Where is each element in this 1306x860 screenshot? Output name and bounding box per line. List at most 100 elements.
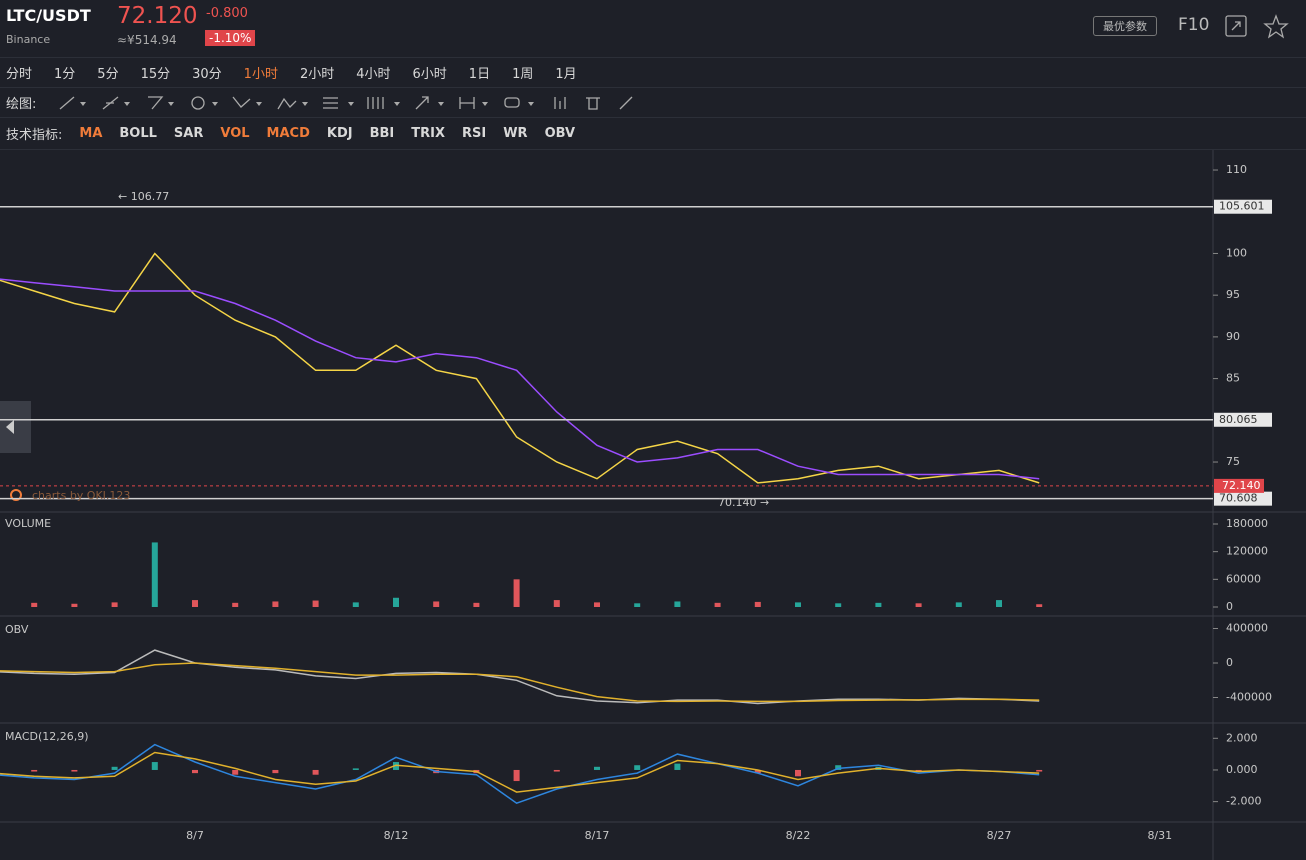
volume-bar xyxy=(71,603,78,607)
period-button[interactable]: 2小时 xyxy=(299,66,335,82)
indicator-button[interactable]: VOL xyxy=(220,126,250,141)
indicator-button[interactable]: RSI xyxy=(461,126,487,141)
series-line xyxy=(0,278,1040,480)
fullscreen-arrow xyxy=(1231,21,1241,31)
y-tick-label: 60000 xyxy=(1226,572,1261,585)
watermark-logo xyxy=(10,489,22,501)
annotation: 70.140 → xyxy=(718,496,769,509)
volume-bar xyxy=(312,600,319,607)
histogram-bar xyxy=(553,769,560,772)
histogram-bar xyxy=(192,769,198,774)
x-tick-label: 8/7 xyxy=(186,829,204,842)
period-button[interactable]: 1分 xyxy=(54,66,76,82)
collapse-arrow xyxy=(6,420,14,434)
y-tick-label: 2.000 xyxy=(1226,731,1258,744)
volume-bar xyxy=(714,602,721,607)
x-tick-label: 8/27 xyxy=(987,829,1012,842)
y-tick-label: 180000 xyxy=(1226,517,1268,530)
level-label-box xyxy=(1214,491,1272,506)
volume-bar xyxy=(1036,604,1043,607)
cny-price: ≈¥514.94 xyxy=(117,33,177,47)
indicator-button[interactable]: OBV xyxy=(544,126,576,141)
period-button[interactable]: 1周 xyxy=(512,66,534,82)
panel-title: MACD(12,26,9) xyxy=(5,730,89,743)
histogram-bar xyxy=(393,762,399,770)
volume-bar xyxy=(352,602,359,607)
level-label-box xyxy=(1214,412,1272,427)
panel-title: VOLUME xyxy=(5,517,51,530)
histogram-bar xyxy=(111,766,118,770)
price: 72.120 xyxy=(117,3,198,29)
tool-icons[interactable] xyxy=(59,95,633,110)
volume-bar xyxy=(754,601,761,607)
y-tick-label: 0 xyxy=(1226,656,1233,669)
last-price-label: 72.140 xyxy=(1222,479,1261,492)
period-button[interactable]: 1月 xyxy=(555,66,577,82)
histogram-bar xyxy=(875,766,882,770)
histogram-bar xyxy=(151,762,158,770)
histogram-bar xyxy=(352,768,359,770)
histogram-bar xyxy=(232,769,239,775)
indicator-button[interactable]: BOLL xyxy=(119,126,157,141)
histogram-bar xyxy=(674,763,681,770)
volume-bar xyxy=(232,602,239,607)
indicator-button[interactable]: SAR xyxy=(173,126,204,141)
histogram-bar xyxy=(473,769,480,774)
exchange: Binance xyxy=(6,33,51,46)
watermark: charts by OKI.123 xyxy=(32,489,130,502)
histogram-bar xyxy=(433,769,440,774)
series-line xyxy=(0,252,1040,484)
y-tick-label: 90 xyxy=(1226,330,1240,343)
dropdown-arrows xyxy=(80,101,535,106)
volume-bar xyxy=(955,602,962,607)
period-button[interactable]: 30分 xyxy=(192,66,222,82)
indicator-button[interactable]: MA xyxy=(79,126,103,141)
period-button[interactable]: 1日 xyxy=(468,66,491,82)
series-line xyxy=(0,743,1040,805)
header: LTC/USDT Binance 72.120 -0.800 ≈¥514.94 … xyxy=(0,0,1306,58)
indicator-button[interactable]: WR xyxy=(503,126,528,141)
f10-button[interactable]: F10 xyxy=(1178,15,1210,35)
indicator-button[interactable]: MACD xyxy=(266,126,310,141)
y-tick-label: -2.000 xyxy=(1226,795,1261,808)
indicator-button[interactable]: KDJ xyxy=(326,126,353,141)
panel-title: OBV xyxy=(5,623,29,636)
x-tick-label: 8/22 xyxy=(786,829,811,842)
period-button[interactable]: 6小时 xyxy=(412,66,447,82)
y-tick-label: -400000 xyxy=(1226,691,1272,704)
period-button[interactable]: 分时 xyxy=(6,66,33,82)
star-icon[interactable] xyxy=(1263,14,1289,39)
best-params-button[interactable]: 最优参数 xyxy=(1093,16,1157,36)
x-tick-label: 8/17 xyxy=(585,829,610,842)
change-pct: -1.10% xyxy=(205,30,256,46)
indicator-button[interactable]: BBI xyxy=(369,126,395,141)
y-tick-label: 0 xyxy=(1226,600,1233,613)
indicator-label: 技术指标: xyxy=(6,128,63,143)
side-collapse-tab[interactable] xyxy=(0,401,31,453)
y-tick-label: 100 xyxy=(1226,246,1247,259)
level-label: 105.601 xyxy=(1219,200,1265,213)
volume-bar xyxy=(553,600,560,607)
period-button[interactable]: 4小时 xyxy=(356,66,391,82)
volume-bar xyxy=(835,603,842,607)
level-label: 70.608 xyxy=(1219,492,1258,505)
volume-bar xyxy=(915,603,922,607)
x-tick-label: 8/12 xyxy=(384,829,409,842)
volume-bar xyxy=(634,603,641,607)
y-tick-label: 0.000 xyxy=(1226,763,1258,776)
y-tick-label: 85 xyxy=(1226,372,1240,385)
x-tick-label: 8/31 xyxy=(1147,829,1172,842)
drawing-bar: 绘图: xyxy=(0,88,1306,118)
histogram-bar xyxy=(835,765,842,770)
period-button[interactable]: 15分 xyxy=(140,66,171,82)
fullscreen-icon[interactable] xyxy=(1225,15,1247,37)
period-button[interactable]: 1小时 xyxy=(243,66,278,82)
y-tick-label: 110 xyxy=(1226,163,1247,176)
volume-bar xyxy=(513,579,520,607)
annotation: ← 106.77 xyxy=(118,190,169,203)
volume-bar xyxy=(151,542,158,607)
histogram-bar xyxy=(594,766,600,770)
period-button[interactable]: 5分 xyxy=(97,66,119,82)
indicator-button[interactable]: TRIX xyxy=(411,126,445,141)
histogram-bar xyxy=(915,769,922,772)
